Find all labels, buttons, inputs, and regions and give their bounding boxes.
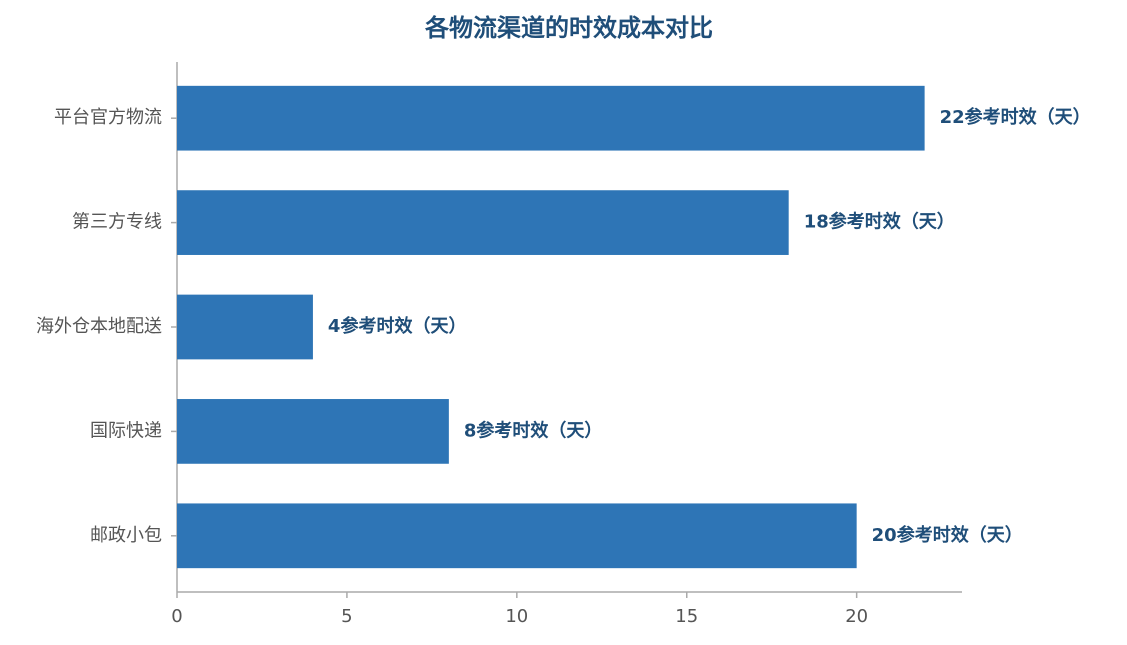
- chart-title: 各物流渠道的时效成本对比: [424, 14, 713, 42]
- value-label: 4参考时效（天）: [328, 315, 467, 337]
- x-tick-label: 15: [675, 606, 698, 627]
- x-tick-label: 10: [505, 606, 528, 627]
- value-label: 20参考时效（天）: [872, 524, 1023, 546]
- x-tick-label: 0: [171, 606, 182, 627]
- y-tick-label: 邮政小包: [90, 525, 162, 546]
- bar: [177, 503, 857, 569]
- value-label: 8参考时效（天）: [464, 419, 603, 441]
- bar: [177, 399, 449, 464]
- value-label: 18参考时效（天）: [804, 211, 955, 233]
- bar: [177, 190, 789, 255]
- y-tick-label: 平台官方物流: [54, 107, 162, 128]
- y-tick-label: 第三方专线: [72, 212, 162, 233]
- value-label: 22参考时效（天）: [940, 106, 1091, 128]
- y-tick-label: 国际快递: [90, 420, 162, 441]
- x-tick-label: 5: [341, 606, 352, 627]
- bar: [177, 294, 313, 360]
- bar: [177, 85, 925, 151]
- y-tick-label: 海外仓本地配送: [36, 316, 162, 337]
- x-tick-label: 20: [845, 606, 868, 627]
